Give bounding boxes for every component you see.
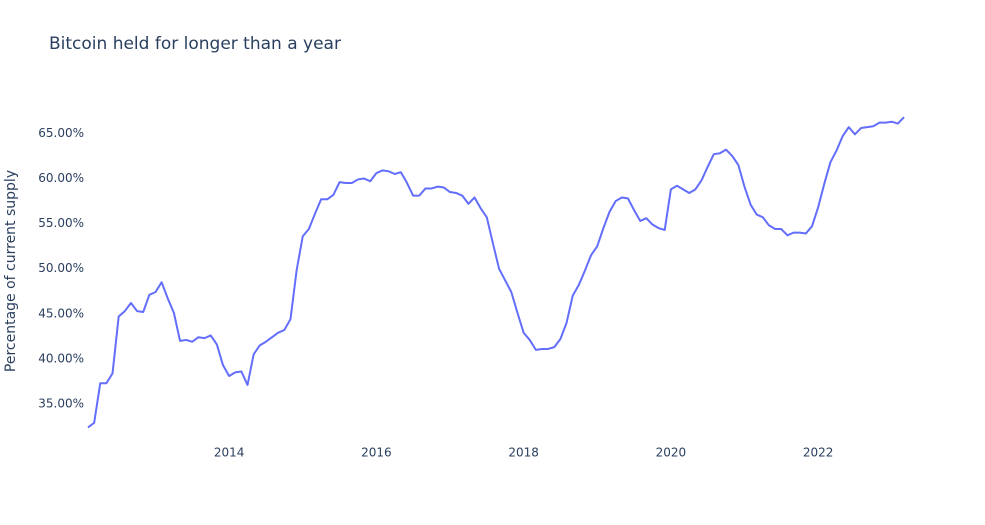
x-tick-label: 2016 <box>361 446 392 460</box>
y-axis-title: Percentage of current supply <box>3 170 19 372</box>
x-tick-label: 2018 <box>508 446 539 460</box>
chart-title: Bitcoin held for longer than a year <box>49 34 341 54</box>
y-tick-label: 60.00% <box>38 171 84 185</box>
x-tick-label: 2020 <box>656 446 687 460</box>
y-tick-label: 35.00% <box>38 396 84 410</box>
y-tick-label: 55.00% <box>38 216 84 230</box>
x-tick-label: 2014 <box>214 446 245 460</box>
y-tick-label: 45.00% <box>38 306 84 320</box>
data-line <box>87 116 905 429</box>
y-tick-label: 40.00% <box>38 351 84 365</box>
x-tick-label: 2022 <box>803 446 834 460</box>
y-tick-label: 65.00% <box>38 126 84 140</box>
y-tick-label: 50.00% <box>38 261 84 275</box>
